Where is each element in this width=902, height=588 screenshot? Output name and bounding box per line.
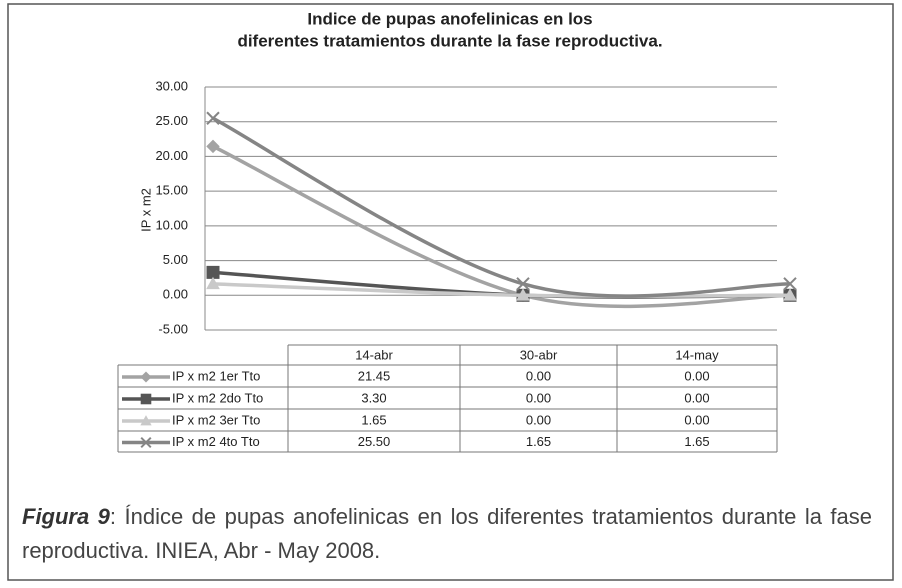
legend-marker bbox=[140, 436, 152, 449]
marker bbox=[516, 277, 530, 291]
data-label: 0.00 bbox=[684, 390, 709, 405]
series-line bbox=[212, 116, 791, 298]
data-label: 0.00 bbox=[684, 368, 709, 383]
marker bbox=[783, 277, 797, 291]
data-label: 21.45 bbox=[358, 368, 391, 383]
data-label: 0.00 bbox=[526, 390, 551, 405]
x-tick-label: 30-abr bbox=[520, 347, 558, 362]
marker bbox=[206, 276, 220, 290]
y-tick-label: 10.00 bbox=[155, 217, 188, 232]
data-label: 1.65 bbox=[526, 434, 551, 449]
data-label: 25.50 bbox=[358, 434, 391, 449]
legend-label: IP x m2 3er Tto bbox=[172, 412, 260, 427]
chart-title: Indice de pupas anofelinicas en los bbox=[307, 9, 592, 28]
chart-subtitle: diferentes tratamientos durante la fase … bbox=[237, 31, 662, 50]
legend-marker bbox=[140, 371, 152, 383]
marker bbox=[206, 265, 220, 279]
y-tick-label: -5.00 bbox=[158, 321, 188, 336]
legend-label: IP x m2 2do Tto bbox=[172, 390, 263, 405]
y-tick-label: 5.00 bbox=[163, 252, 188, 267]
y-tick-label: 25.00 bbox=[155, 113, 188, 128]
legend-label: IP x m2 4to Tto bbox=[172, 434, 260, 449]
legend-marker bbox=[140, 415, 152, 426]
data-label: 1.65 bbox=[361, 412, 386, 427]
caption: Figura 9: Índice de pupas anofelinicas e… bbox=[22, 500, 872, 568]
caption-text: : Índice de pupas anofelinicas en los di… bbox=[22, 504, 872, 563]
marker bbox=[783, 288, 797, 301]
y-tick-label: 20.00 bbox=[155, 148, 188, 163]
legend-marker bbox=[140, 393, 152, 405]
frame bbox=[7, 3, 894, 581]
x-tick-label: 14-abr bbox=[355, 347, 393, 362]
legend-label: IP x m2 1er Tto bbox=[172, 368, 260, 383]
data-label: 0.00 bbox=[526, 412, 551, 427]
marker bbox=[206, 111, 220, 125]
data-label: 0.00 bbox=[526, 368, 551, 383]
y-tick-label: 30.00 bbox=[155, 78, 188, 93]
marker bbox=[516, 288, 530, 301]
data-label: 3.30 bbox=[361, 390, 386, 405]
y-tick-label: 0.00 bbox=[163, 287, 188, 302]
data-label: 0.00 bbox=[684, 412, 709, 427]
data-label: 1.65 bbox=[684, 434, 709, 449]
caption-label: Figura 9 bbox=[22, 504, 110, 529]
y-axis-label: IP x m2 bbox=[138, 188, 153, 232]
y-tick-label: 15.00 bbox=[155, 183, 188, 198]
x-tick-label: 14-may bbox=[675, 347, 719, 362]
marker bbox=[206, 139, 220, 154]
